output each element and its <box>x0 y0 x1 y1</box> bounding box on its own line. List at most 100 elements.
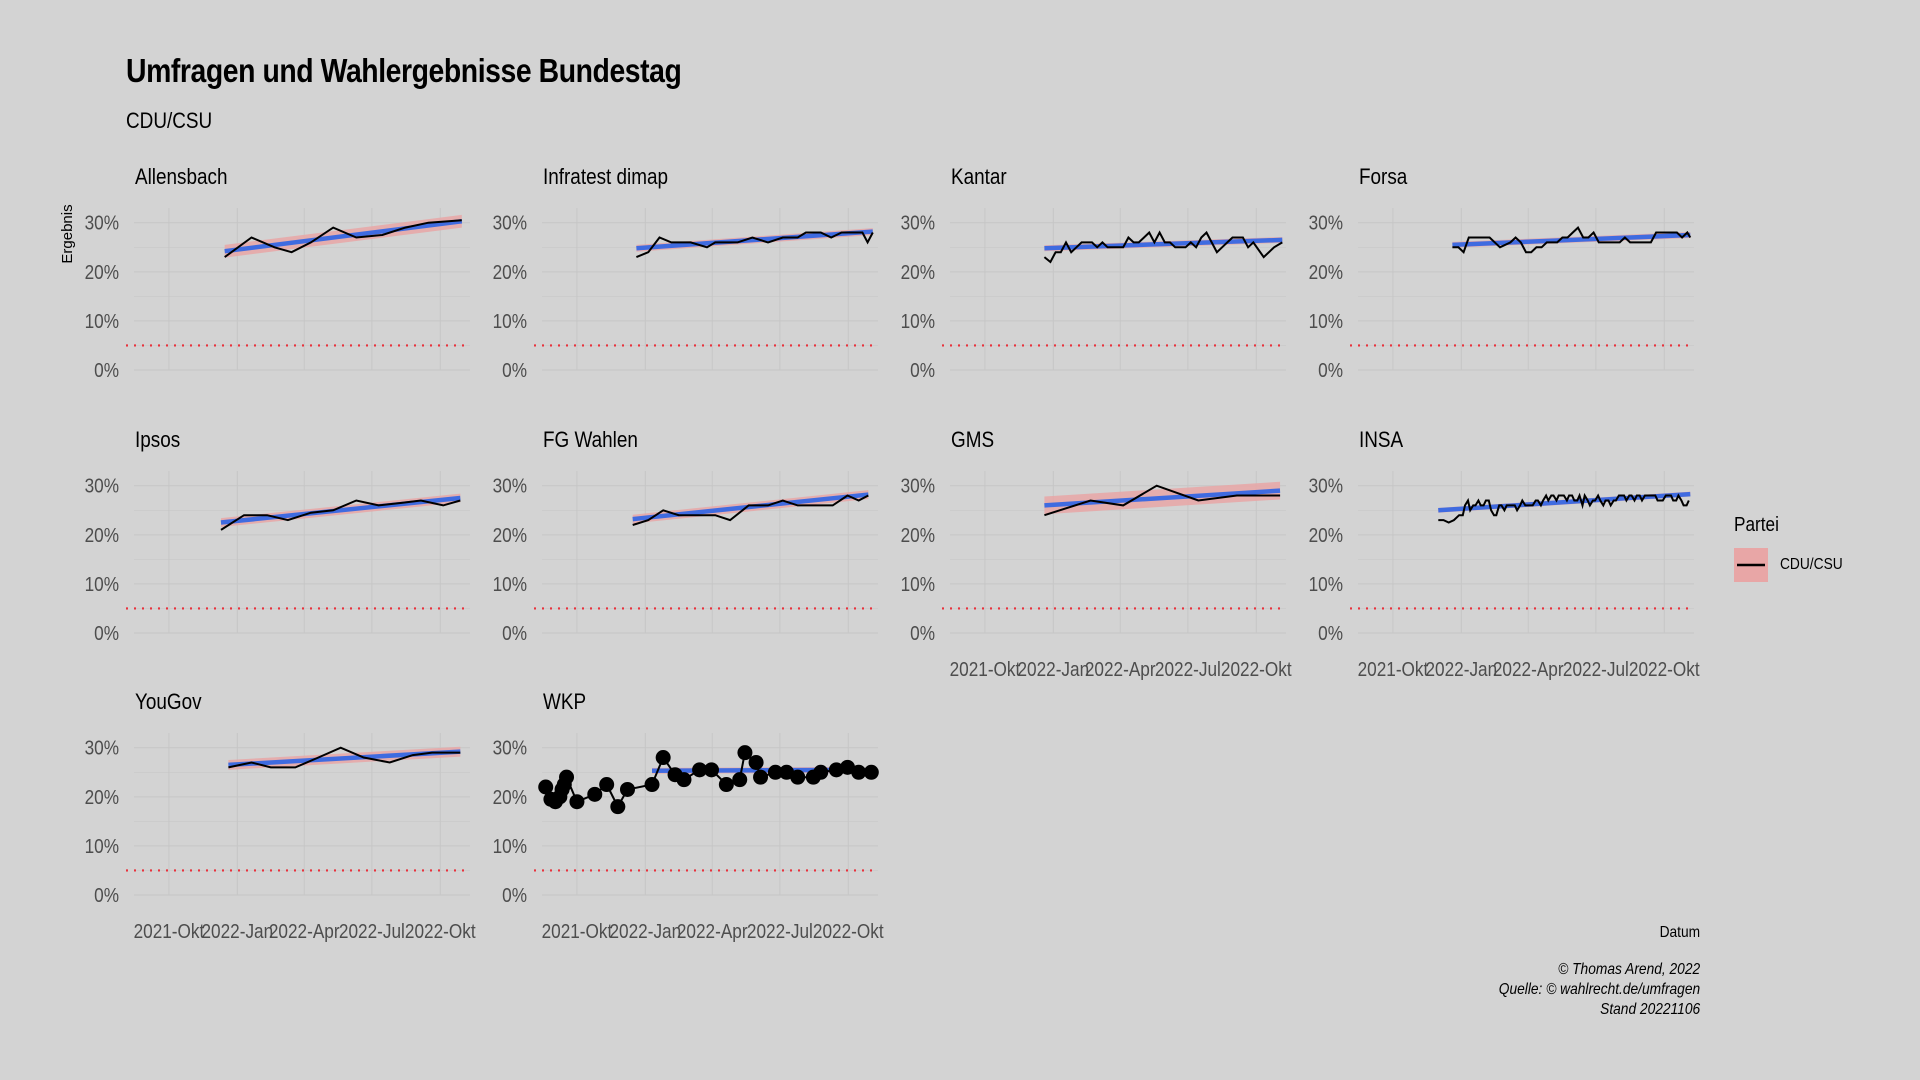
caption: © Thomas Arend, 2022 Quelle: © wahlrecht… <box>1499 960 1700 1020</box>
y-tick-label: 30% <box>1309 211 1343 234</box>
panel-title: Allensbach <box>135 165 227 190</box>
x-tick-label: 2022-Okt <box>405 920 476 943</box>
x-tick-label: 2022-Apr <box>269 920 340 943</box>
data-point <box>644 777 660 793</box>
y-tick-label: 0% <box>94 622 119 645</box>
y-tick-label: 20% <box>85 786 119 809</box>
x-tick-label: 2022-Jan <box>1017 658 1089 681</box>
y-tick-label: 0% <box>910 622 935 645</box>
x-tick-label: 2021-Okt <box>1358 658 1429 681</box>
x-tick-label: 2022-Jul <box>1563 658 1629 681</box>
poll-line <box>636 231 874 259</box>
y-tick-label: 0% <box>502 622 527 645</box>
y-tick-label: 20% <box>85 261 119 284</box>
x-tick-label: 2021-Okt <box>134 920 205 943</box>
y-tick-label: 30% <box>901 474 935 497</box>
y-tick-label: 30% <box>901 211 935 234</box>
data-point <box>559 769 575 785</box>
legend-label: CDU/CSU <box>1780 556 1843 573</box>
y-tick-label: 10% <box>1309 573 1343 596</box>
data-point <box>813 764 829 780</box>
legend-item: CDU/CSU <box>1734 548 1920 584</box>
y-tick-label: 10% <box>901 310 935 333</box>
data-point <box>851 764 867 780</box>
y-tick-label: 0% <box>1318 359 1343 382</box>
y-tick-label: 30% <box>85 736 119 759</box>
data-point <box>676 772 692 788</box>
y-tick-label: 30% <box>493 211 527 234</box>
data-point <box>703 762 719 778</box>
panel-allensbach: Allensbach 0% 10% 20% 30% <box>85 165 470 381</box>
data-point <box>692 762 708 778</box>
y-tick-label: 0% <box>910 359 935 382</box>
poll-line <box>224 219 462 258</box>
panel-title: GMS <box>951 428 994 453</box>
trend-line <box>1438 491 1691 513</box>
legend: Partei CDU/CSU <box>1734 514 1843 582</box>
panel-title: FG Wahlen <box>543 428 638 453</box>
caption-date: Stand 20221106 <box>1600 1001 1700 1018</box>
poll-line <box>632 494 869 526</box>
x-tick-label: 2022-Jul <box>339 920 405 943</box>
panel-infratest-dimap: Infratest dimap 0% 10% 20% 30% <box>493 165 878 382</box>
panel-title: YouGov <box>135 690 202 715</box>
y-tick-label: 0% <box>1318 622 1343 645</box>
data-point <box>828 762 844 778</box>
panel-yougov: YouGov 0% 10% 20% 30% 2021-Okt2022-Jan2022-Ap… <box>85 690 477 943</box>
y-tick-label: 10% <box>85 573 119 596</box>
y-tick-label: 10% <box>493 573 527 596</box>
x-tick-label: 2022-Jan <box>1425 658 1497 681</box>
panel-forsa: Forsa 0% 10% 20% 30% <box>1309 165 1694 382</box>
poll-line <box>1043 230 1283 264</box>
x-tick-label: 2022-Jan <box>201 920 273 943</box>
y-tick-label: 10% <box>493 310 527 333</box>
data-point <box>610 799 626 815</box>
panel-title: WKP <box>543 690 586 715</box>
y-tick-label: 20% <box>901 261 935 284</box>
panel-title: Ipsos <box>135 428 180 453</box>
poll-line <box>228 746 461 769</box>
y-tick-label: 0% <box>502 884 527 907</box>
y-tick-label: 10% <box>901 573 935 596</box>
caption-author: © Thomas Arend, 2022 <box>1558 961 1700 978</box>
data-point <box>538 779 554 795</box>
legend-title: Partei <box>1734 514 1779 536</box>
x-tick-label: 2021-Okt <box>542 920 613 943</box>
data-point <box>718 777 734 793</box>
data-point <box>732 772 748 788</box>
trend-line <box>636 229 873 251</box>
panel-title: Forsa <box>1359 165 1408 190</box>
y-tick-label: 30% <box>1309 474 1343 497</box>
data-point <box>753 769 769 785</box>
data-point <box>599 777 615 793</box>
data-point <box>737 745 753 761</box>
y-tick-label: 20% <box>901 524 935 547</box>
data-point <box>863 764 879 780</box>
y-tick-label: 0% <box>502 359 527 382</box>
poll-line <box>220 499 461 531</box>
x-tick-label: 2022-Okt <box>813 920 884 943</box>
panel-title: Kantar <box>951 165 1007 190</box>
x-tick-label: 2022-Jan <box>609 920 681 943</box>
trend-line <box>224 219 463 254</box>
x-tick-label: 2022-Okt <box>1629 658 1700 681</box>
y-tick-label: 10% <box>493 835 527 858</box>
y-tick-label: 20% <box>493 786 527 809</box>
x-tick-label: 2022-Jul <box>1155 658 1221 681</box>
trend-line <box>220 495 461 525</box>
y-tick-label: 20% <box>493 261 527 284</box>
legend-key <box>1734 548 1768 582</box>
data-point <box>655 750 671 766</box>
y-tick-label: 10% <box>1309 310 1343 333</box>
y-tick-label: 30% <box>493 474 527 497</box>
poll-line <box>1452 225 1692 254</box>
panel-kantar: Kantar 0% 10% 20% 30% <box>901 165 1286 382</box>
y-tick-label: 20% <box>85 524 119 547</box>
data-point <box>748 754 764 770</box>
poll-line <box>1438 492 1690 524</box>
y-tick-label: 30% <box>85 211 119 234</box>
